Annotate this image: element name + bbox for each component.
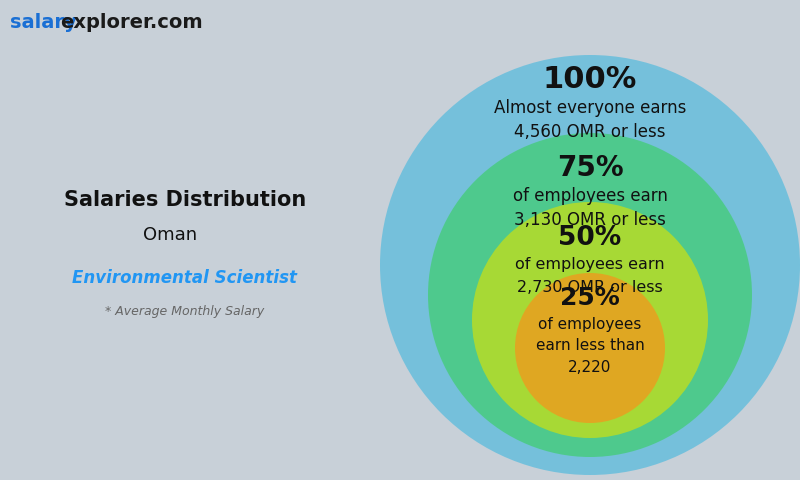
Text: 50%: 50%	[558, 225, 622, 251]
Text: earn less than: earn less than	[536, 338, 644, 353]
Text: Oman: Oman	[143, 226, 197, 244]
Circle shape	[428, 133, 752, 457]
Text: Salaries Distribution: Salaries Distribution	[64, 190, 306, 210]
Text: salary: salary	[10, 12, 77, 32]
Text: 25%: 25%	[560, 286, 620, 310]
Text: 4,560 OMR or less: 4,560 OMR or less	[514, 123, 666, 141]
Text: * Average Monthly Salary: * Average Monthly Salary	[106, 305, 265, 319]
Text: of employees earn: of employees earn	[513, 187, 667, 205]
Text: 2,220: 2,220	[568, 360, 612, 375]
Text: 100%: 100%	[543, 65, 637, 95]
Text: Almost everyone earns: Almost everyone earns	[494, 99, 686, 117]
Text: of employees earn: of employees earn	[515, 256, 665, 272]
Text: of employees: of employees	[538, 316, 642, 332]
Text: 2,730 OMR or less: 2,730 OMR or less	[517, 280, 663, 296]
Circle shape	[472, 202, 708, 438]
Text: explorer.com: explorer.com	[60, 12, 202, 32]
Text: Environmental Scientist: Environmental Scientist	[73, 269, 298, 287]
Text: 75%: 75%	[557, 154, 623, 182]
Text: 3,130 OMR or less: 3,130 OMR or less	[514, 211, 666, 229]
Circle shape	[380, 55, 800, 475]
Circle shape	[515, 273, 665, 423]
